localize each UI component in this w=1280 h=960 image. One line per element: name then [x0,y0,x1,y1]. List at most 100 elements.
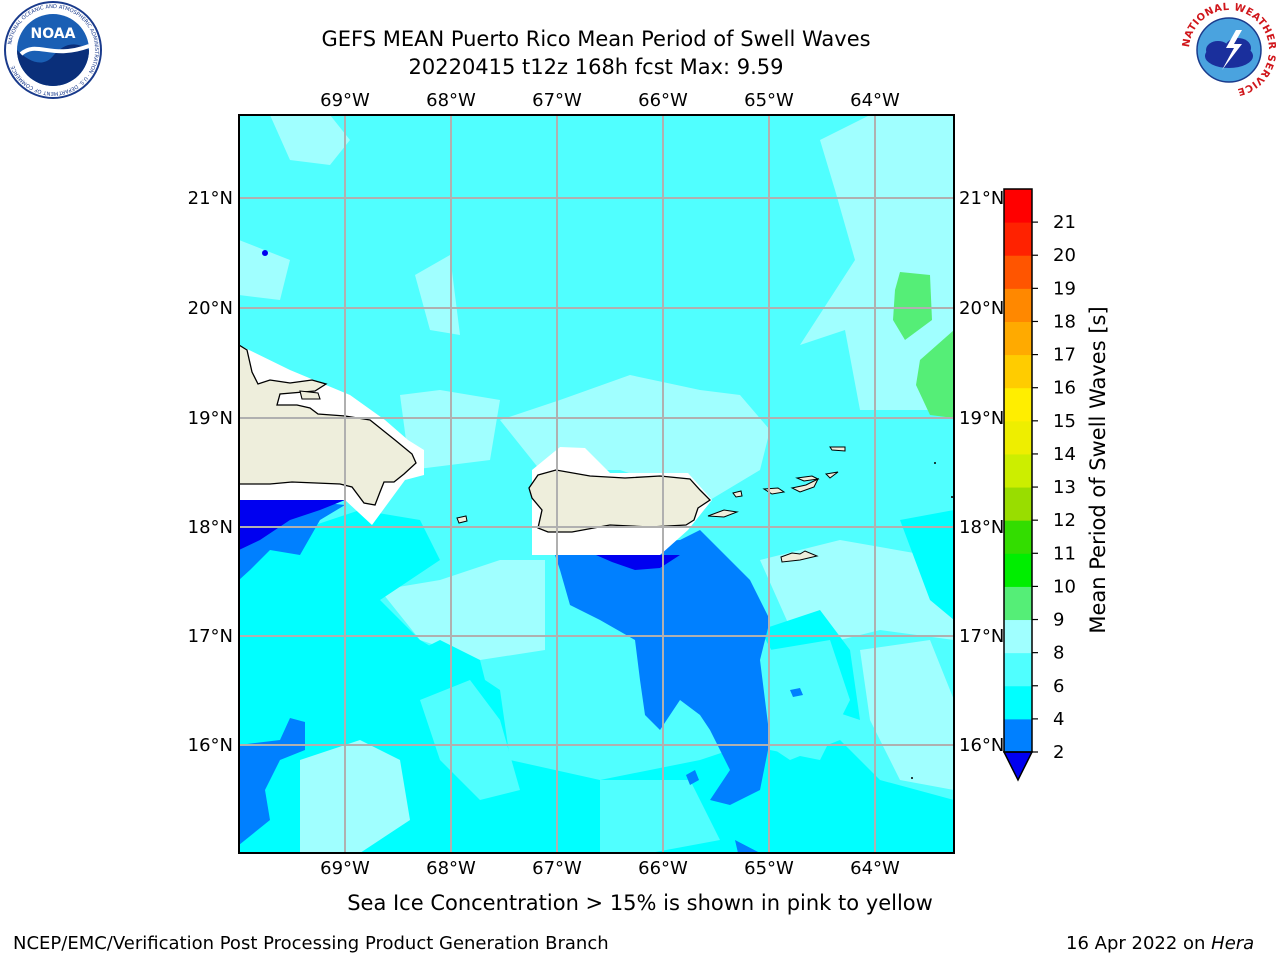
host-name: Hera [1211,933,1255,954]
lat-label-right: 18°N [959,517,1004,538]
lat-label-right: 19°N [959,408,1004,429]
colorbar-frame [1003,188,1033,753]
colorbar-cell [1004,619,1032,654]
land-vieques [707,509,739,518]
land-islet-2 [951,496,953,498]
lon-label-bottom: 67°W [532,858,582,879]
colorbar-tick-label: 9 [1053,610,1064,631]
field-8-9-south-inner2 [420,680,520,800]
colorbar-cell [1004,652,1032,687]
colorbar-tick-label: 11 [1053,543,1076,564]
lon-label-top: 67°W [532,90,582,111]
field-2-4-speck2 [790,688,803,697]
land-hispaniola [239,344,417,506]
lon-label-top: 65°W [744,90,794,111]
date-line: 16 Apr 2022 on Hera [1066,933,1254,954]
land-gonave [299,390,321,400]
lat-label-left: 16°N [188,735,233,756]
field-8-9-central [415,255,460,335]
colorbar-cell [1004,189,1032,223]
field-2-4-sw [239,718,305,845]
lon-label-bottom: 65°W [744,858,794,879]
colorbar-tick-label: 12 [1053,510,1076,531]
field-2-4-speck1 [686,770,699,785]
field-8-9-west [239,240,290,300]
noaa-logo: NATIONAL OCEANIC AND ATMOSPHERIC ADMINIS… [4,1,102,99]
credit-line: NCEP/EMC/Verification Post Processing Pr… [13,933,609,954]
colorbar-tick-label: 17 [1053,345,1076,366]
lat-label-left: 17°N [188,626,233,647]
colorbar-cell [1004,586,1032,621]
lat-label-left: 19°N [188,408,233,429]
land-st-john [790,477,820,493]
land-tortola [795,475,820,482]
date-text: 16 Apr 2022 on [1066,933,1212,954]
land-puerto-rico [528,469,712,533]
colorbar-cell [1004,255,1032,289]
lon-label-top: 69°W [320,90,370,111]
map-frame [238,114,955,854]
field-8-9-se [860,640,954,790]
land-virgin-gorda [824,471,839,479]
field-6-8-se-mid [770,640,850,760]
colorbar-title: Mean Period of Swell Waves [s] [1086,306,1110,634]
field-4-6-east-edge [900,510,954,620]
colorbar-cell [1004,222,1032,256]
field-4-6-south-band [239,510,954,853]
title-line-2: 20220415 t12z 168h fcst Max: 9.59 [408,55,784,79]
colorbar-extend-arrow [1002,751,1034,782]
colorbar-cell [1004,718,1032,753]
swell-period-field [239,115,954,853]
field-lt2-dot [262,250,268,256]
land-st-croix [780,550,819,563]
graticule [239,115,954,853]
field-lt2-pr [596,555,680,570]
colorbar-tick-label: 19 [1053,278,1076,299]
land-anegada [829,446,846,452]
colorbar-cell [1004,420,1032,455]
colorbar-tick-label: 6 [1053,676,1064,697]
land-islet-3 [911,777,913,779]
lat-label-right: 21°N [959,188,1004,209]
colorbar-cell [1004,553,1032,587]
colorbar-tick-label: 2 [1053,742,1064,763]
lon-label-top: 66°W [638,90,688,111]
colorbar: 2 4 6 8 9 10 11 12 13 14 15 16 17 18 19 20 21 [1002,188,1076,782]
colorbar-tick-label: 14 [1053,444,1076,465]
colorbar-tick-label: 20 [1053,245,1076,266]
field-8-9-ne [800,115,954,410]
lon-label-top: 64°W [850,90,900,111]
field-lt2-hispaniola [239,500,345,550]
field-6-8-south-tail [600,780,720,853]
lon-label-bottom: 64°W [850,858,900,879]
title-line-1: GEFS MEAN Puerto Rico Mean Period of Swe… [321,27,871,51]
noaa-logo-text: NOAA [31,26,76,42]
lat-label-left: 18°N [188,517,233,538]
lon-label-bottom: 66°W [638,858,688,879]
lat-label-right: 17°N [959,626,1004,647]
lat-label-left: 20°N [188,298,233,319]
colorbar-cell [1004,453,1032,488]
land-mona [456,515,468,524]
land-islet-1 [934,462,936,464]
colorbar-tick-label: 10 [1053,576,1076,597]
colorbar-tick-label: 18 [1053,311,1076,332]
colorbar-cell [1004,354,1032,389]
field-8-9-north [270,115,350,165]
colorbar-cell [1004,520,1032,554]
colorbar-tick-label: 4 [1053,709,1064,730]
sea-ice-note: Sea Ice Concentration > 15% is shown in … [347,891,933,915]
colorbar-tick-label: 21 [1053,212,1076,233]
lon-label-bottom: 68°W [426,858,476,879]
field-2-4-pr-south [550,530,770,805]
lat-label-left: 21°N [188,188,233,209]
nws-logo: NATIONAL WEATHER SERVICE [1181,2,1277,97]
colorbar-cell [1004,487,1032,521]
colorbar-cell [1004,685,1032,720]
lon-label-bottom: 69°W [320,858,370,879]
field-9-10-a [893,272,932,340]
land-culebra [732,490,743,498]
lat-label-right: 20°N [959,298,1004,319]
field-2-4-south-edge [735,840,760,853]
